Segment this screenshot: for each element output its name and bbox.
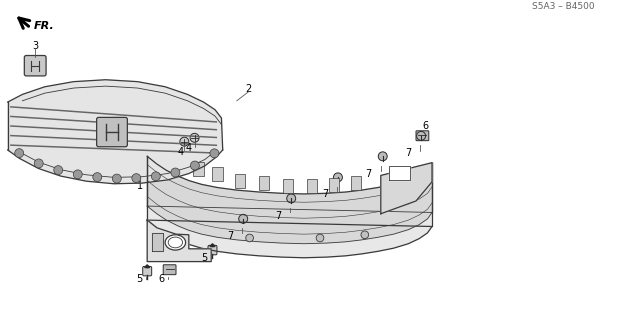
Polygon shape: [145, 265, 150, 268]
Circle shape: [15, 149, 24, 158]
Circle shape: [239, 214, 248, 223]
Circle shape: [417, 131, 426, 140]
FancyBboxPatch shape: [163, 265, 176, 275]
Text: 5: 5: [136, 274, 143, 285]
FancyBboxPatch shape: [416, 131, 429, 141]
Text: S5A3 – B4500: S5A3 – B4500: [532, 2, 595, 11]
Circle shape: [180, 137, 189, 146]
Circle shape: [74, 170, 83, 179]
Circle shape: [132, 174, 141, 182]
Text: 1: 1: [136, 181, 143, 191]
Circle shape: [35, 159, 44, 168]
Ellipse shape: [165, 235, 186, 250]
FancyBboxPatch shape: [235, 174, 245, 188]
FancyBboxPatch shape: [212, 167, 223, 181]
Text: 7: 7: [227, 231, 234, 241]
Polygon shape: [152, 233, 163, 251]
FancyBboxPatch shape: [24, 56, 46, 76]
Text: 7: 7: [365, 168, 372, 179]
Circle shape: [246, 234, 253, 242]
Text: 5: 5: [202, 253, 208, 263]
Circle shape: [316, 234, 324, 242]
FancyBboxPatch shape: [193, 162, 204, 176]
FancyBboxPatch shape: [283, 179, 293, 193]
Polygon shape: [210, 244, 215, 247]
Text: 7: 7: [275, 211, 282, 221]
Circle shape: [361, 231, 369, 239]
Text: 7: 7: [322, 189, 328, 199]
Circle shape: [93, 173, 102, 182]
Text: FR.: FR.: [33, 20, 54, 31]
Text: 7: 7: [405, 148, 412, 158]
Circle shape: [210, 149, 219, 158]
FancyBboxPatch shape: [351, 176, 361, 190]
Circle shape: [333, 173, 342, 182]
Text: 3: 3: [32, 41, 38, 51]
Circle shape: [190, 133, 199, 142]
Circle shape: [378, 152, 387, 161]
Circle shape: [113, 174, 122, 183]
Circle shape: [287, 194, 296, 203]
Polygon shape: [147, 156, 432, 244]
Polygon shape: [147, 220, 211, 262]
Circle shape: [54, 166, 63, 174]
Polygon shape: [381, 163, 432, 214]
Text: 2: 2: [245, 84, 252, 94]
Polygon shape: [8, 80, 223, 184]
Text: 4: 4: [186, 143, 192, 153]
FancyBboxPatch shape: [208, 245, 217, 255]
Circle shape: [171, 168, 180, 177]
FancyBboxPatch shape: [329, 178, 339, 192]
Text: 6: 6: [422, 121, 429, 131]
FancyBboxPatch shape: [143, 266, 152, 276]
Circle shape: [152, 172, 161, 181]
Polygon shape: [389, 166, 410, 180]
Text: 6: 6: [158, 274, 164, 285]
Circle shape: [191, 161, 200, 170]
FancyBboxPatch shape: [259, 176, 269, 190]
FancyBboxPatch shape: [97, 117, 127, 147]
Text: 4: 4: [177, 147, 184, 157]
Polygon shape: [147, 206, 432, 258]
FancyBboxPatch shape: [307, 179, 317, 193]
